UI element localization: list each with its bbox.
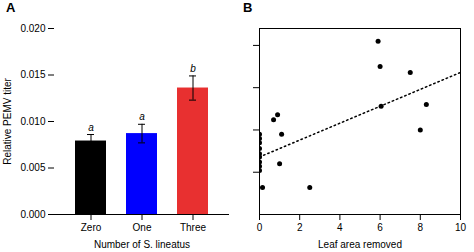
svg-text:0.005: 0.005: [20, 162, 45, 173]
html-text:A: A: [6, 0, 16, 15]
svg-text:b: b: [190, 63, 196, 74]
svg-text:6: 6: [377, 222, 383, 233]
svg-text:0.000: 0.000: [20, 209, 45, 220]
svg-text:Relative PEMV titer: Relative PEMV titer: [2, 77, 13, 164]
svg-text:a: a: [139, 111, 145, 122]
svg-text:0: 0: [257, 222, 263, 233]
svg-text:Leaf area removed: Leaf area removed: [318, 239, 402, 250]
svg-text:Number of S. lineatus: Number of S. lineatus: [94, 239, 190, 250]
svg-text:0.015: 0.015: [20, 69, 45, 80]
svg-text:10: 10: [455, 222, 467, 233]
svg-text:Three: Three: [180, 222, 207, 233]
svg-text:One: One: [133, 222, 152, 233]
html-text:B: B: [243, 0, 253, 15]
svg-text:8: 8: [418, 222, 424, 233]
svg-text:a: a: [88, 122, 94, 133]
svg-text:Zero: Zero: [81, 222, 102, 233]
svg-text:2: 2: [297, 222, 303, 233]
svg-text:0.010: 0.010: [20, 116, 45, 127]
svg-text:0.020: 0.020: [20, 23, 45, 34]
svg-text:4: 4: [337, 222, 343, 233]
